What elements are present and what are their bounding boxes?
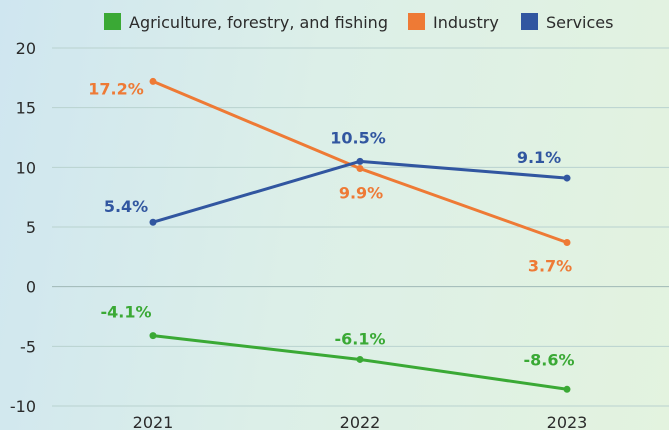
data-point: [356, 355, 364, 363]
data-point: [149, 77, 157, 85]
x-tick-label: 2022: [340, 413, 381, 430]
data-label: -6.1%: [334, 329, 385, 348]
data-point: [149, 332, 157, 340]
data-point: [563, 239, 571, 247]
legend-swatch-2: [521, 13, 538, 30]
data-label: 17.2%: [88, 79, 144, 98]
data-label: 3.7%: [528, 257, 572, 276]
data-label: -4.1%: [100, 303, 151, 322]
y-tick-label: 10: [16, 158, 36, 177]
data-point: [356, 165, 364, 173]
legend-swatch-1: [408, 13, 425, 30]
y-tick-label: -10: [10, 397, 36, 416]
data-label: -8.6%: [523, 350, 574, 369]
x-tick-label: 2021: [133, 413, 174, 430]
data-label: 10.5%: [330, 128, 386, 147]
data-point: [356, 157, 364, 165]
data-point: [563, 385, 571, 393]
y-tick-label: -5: [20, 337, 36, 356]
legend-label-1: Industry: [433, 13, 499, 32]
data-label: 9.9%: [339, 184, 383, 203]
data-label: 5.4%: [104, 197, 148, 216]
data-point: [149, 218, 157, 226]
legend-swatch-0: [104, 13, 121, 30]
y-tick-label: 15: [16, 99, 36, 118]
y-tick-label: 5: [26, 218, 36, 237]
data-point: [563, 174, 571, 182]
legend-label-0: Agriculture, forestry, and fishing: [129, 13, 388, 32]
legend-label-2: Services: [546, 13, 613, 32]
y-tick-label: 0: [26, 278, 36, 297]
x-tick-label: 2023: [547, 413, 588, 430]
y-tick-label: 20: [16, 39, 36, 58]
data-label: 9.1%: [517, 148, 561, 167]
